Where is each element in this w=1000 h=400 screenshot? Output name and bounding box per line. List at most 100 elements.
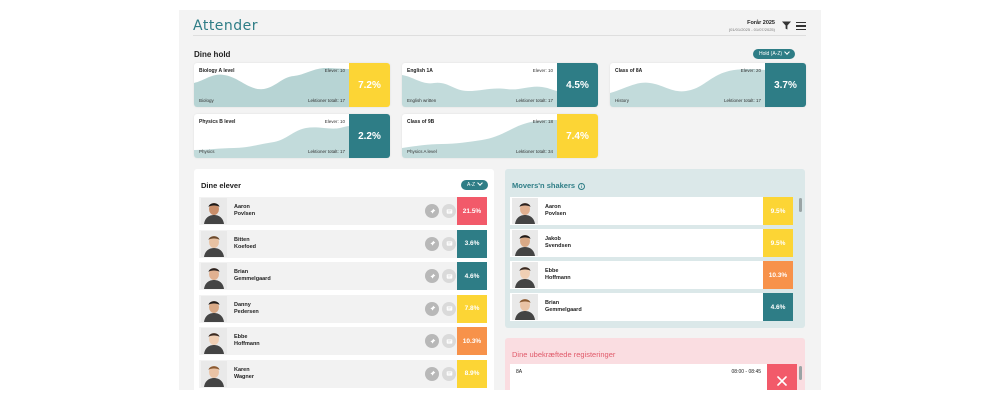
message-button[interactable] [442,366,456,381]
class-card[interactable]: Physics B level Physics Elever: 10 Lekti… [194,114,390,158]
pin-button[interactable] [425,269,439,283]
student-name: Brian Gemmelgaard [545,300,582,314]
student-row[interactable]: Brian Gemmelgaard 4.6% [510,293,793,321]
message-icon [446,273,452,279]
student-name: Ebbe Hoffmann [545,268,571,282]
student-row[interactable]: Aaron Povlsen 9.5% [510,197,793,225]
class-trend-graph [402,120,558,158]
class-card[interactable]: English 1A English written Elever: 10 Le… [402,63,598,107]
class-absence-value: 7.2% [349,63,390,107]
students-title: Dine elever [201,181,242,190]
message-button[interactable] [442,301,456,316]
classes-title: Dine hold [194,50,231,59]
class-lesson-count: Lektioner totalt: 17 [723,98,761,103]
student-last-name: Pedersen [234,308,259,315]
filter-icon[interactable] [782,21,791,30]
term-selector[interactable]: Forår 2025 (01/01/2025 - 01/07/2025) [719,20,775,32]
students-sort-dropdown[interactable]: A-Z [461,180,489,190]
student-row[interactable]: Aaron Povlsen 21.5% [199,197,487,225]
class-student-count: Elever: 10 [324,68,345,73]
pin-button[interactable] [425,204,439,218]
student-first-name: Brian [545,300,560,306]
student-row[interactable]: Brian Gemmelgaard 4.6% [199,262,487,290]
class-absence-value: 2.2% [349,114,390,158]
chevron-down-icon [477,180,483,186]
message-icon [446,371,452,376]
pin-icon [429,273,435,279]
student-avatar [512,198,538,224]
unconfirmed-row[interactable]: 8A 08:00 - 08:45 [510,364,797,390]
app-logo[interactable]: Attender [193,18,259,34]
student-absence-value: 21.5% [457,197,487,225]
message-button[interactable] [442,204,456,218]
class-trend-graph [194,68,350,107]
class-student-count: Elever: 10 [324,119,345,124]
student-first-name: Karen [234,366,250,373]
class-lesson-count: Lektioner totalt: 17 [307,149,345,154]
pin-icon [429,305,435,312]
student-absence-value: 10.3% [457,327,487,355]
class-card[interactable]: Biology A level Biology Elever: 10 Lekti… [194,63,390,107]
movers-panel: Movers'n shakers i Aaron Povlsen 9.5% Jakob S… [505,169,805,328]
student-avatar [201,230,227,257]
dismiss-button[interactable] [767,364,797,390]
student-first-name: Aaron [545,204,561,210]
class-card[interactable]: Class of 8A History Elever: 20 Lektioner… [610,63,806,107]
student-row[interactable]: Danny Pedersen 7.8% [199,294,487,323]
message-button[interactable] [442,236,456,251]
student-last-name: Povlsen [234,211,256,217]
unconfirmed-scrollbar[interactable] [799,366,802,380]
class-subject: Biology [199,98,214,103]
student-first-name: Bitten [234,236,250,243]
close-icon [777,376,787,386]
student-last-name: Gemmelgaard [545,307,582,313]
message-icon [446,338,452,344]
student-last-name: Koefoed [234,243,256,250]
student-first-name: Brian [234,269,249,275]
student-name: Karen Wagner [234,367,254,381]
student-avatar [512,294,538,320]
student-row[interactable]: Karen Wagner 8.9% [199,359,487,388]
student-absence-value: 4.6% [763,293,793,321]
student-absence-value: 10.3% [763,261,793,289]
pin-icon [429,338,435,344]
student-name: Bitten Koefoed [234,237,256,251]
student-absence-value: 4.6% [457,262,487,290]
student-name: Brian Gemmelgaard [234,269,271,283]
student-absence-value: 8.9% [457,359,487,388]
pin-button[interactable] [425,236,439,251]
class-subject: English written [407,98,437,103]
student-last-name: Povlsen [545,211,567,217]
classes-sort-dropdown[interactable]: Hold (A-Z) [753,49,796,59]
student-name: Aaron Povlsen [545,204,566,218]
class-card[interactable]: Class of 9B Physics A level Elever: 18 L… [402,114,598,158]
message-button[interactable] [442,269,456,283]
student-row[interactable]: Jakob Svendsen 9.5% [510,229,793,257]
student-last-name: Hoffmann [234,341,260,347]
student-avatar [201,198,227,224]
pin-button[interactable] [425,334,439,348]
student-first-name: Danny [234,301,251,308]
unconfirmed-time: 08:00 - 08:45 [731,369,761,375]
hamburger-menu-icon[interactable] [796,22,806,30]
message-button[interactable] [442,334,456,348]
term-title: Forår 2025 [747,20,775,26]
student-row[interactable]: Ebbe Hoffmann 10.3% [510,261,793,289]
student-last-name: Gemmelgaard [234,276,271,282]
info-icon[interactable]: i [578,182,586,190]
class-absence-value: 4.5% [557,63,598,107]
header-divider [193,35,806,36]
message-icon [446,241,452,246]
student-row[interactable]: Ebbe Hoffmann 10.3% [199,327,487,355]
pin-button[interactable] [425,366,439,381]
pin-icon [429,208,435,214]
chevron-down-icon [784,49,790,55]
student-row[interactable]: Bitten Koefoed 3.6% [199,229,487,258]
class-name: Physics B level [199,119,236,125]
movers-scrollbar[interactable] [799,198,802,212]
student-absence-value: 9.5% [763,197,793,225]
pin-button[interactable] [425,301,439,316]
student-avatar [512,230,538,256]
class-subject: Physics A level [407,149,437,154]
students-panel: Dine elever A-Z Aaron Povlsen 21.5% Bitten K… [194,169,494,390]
